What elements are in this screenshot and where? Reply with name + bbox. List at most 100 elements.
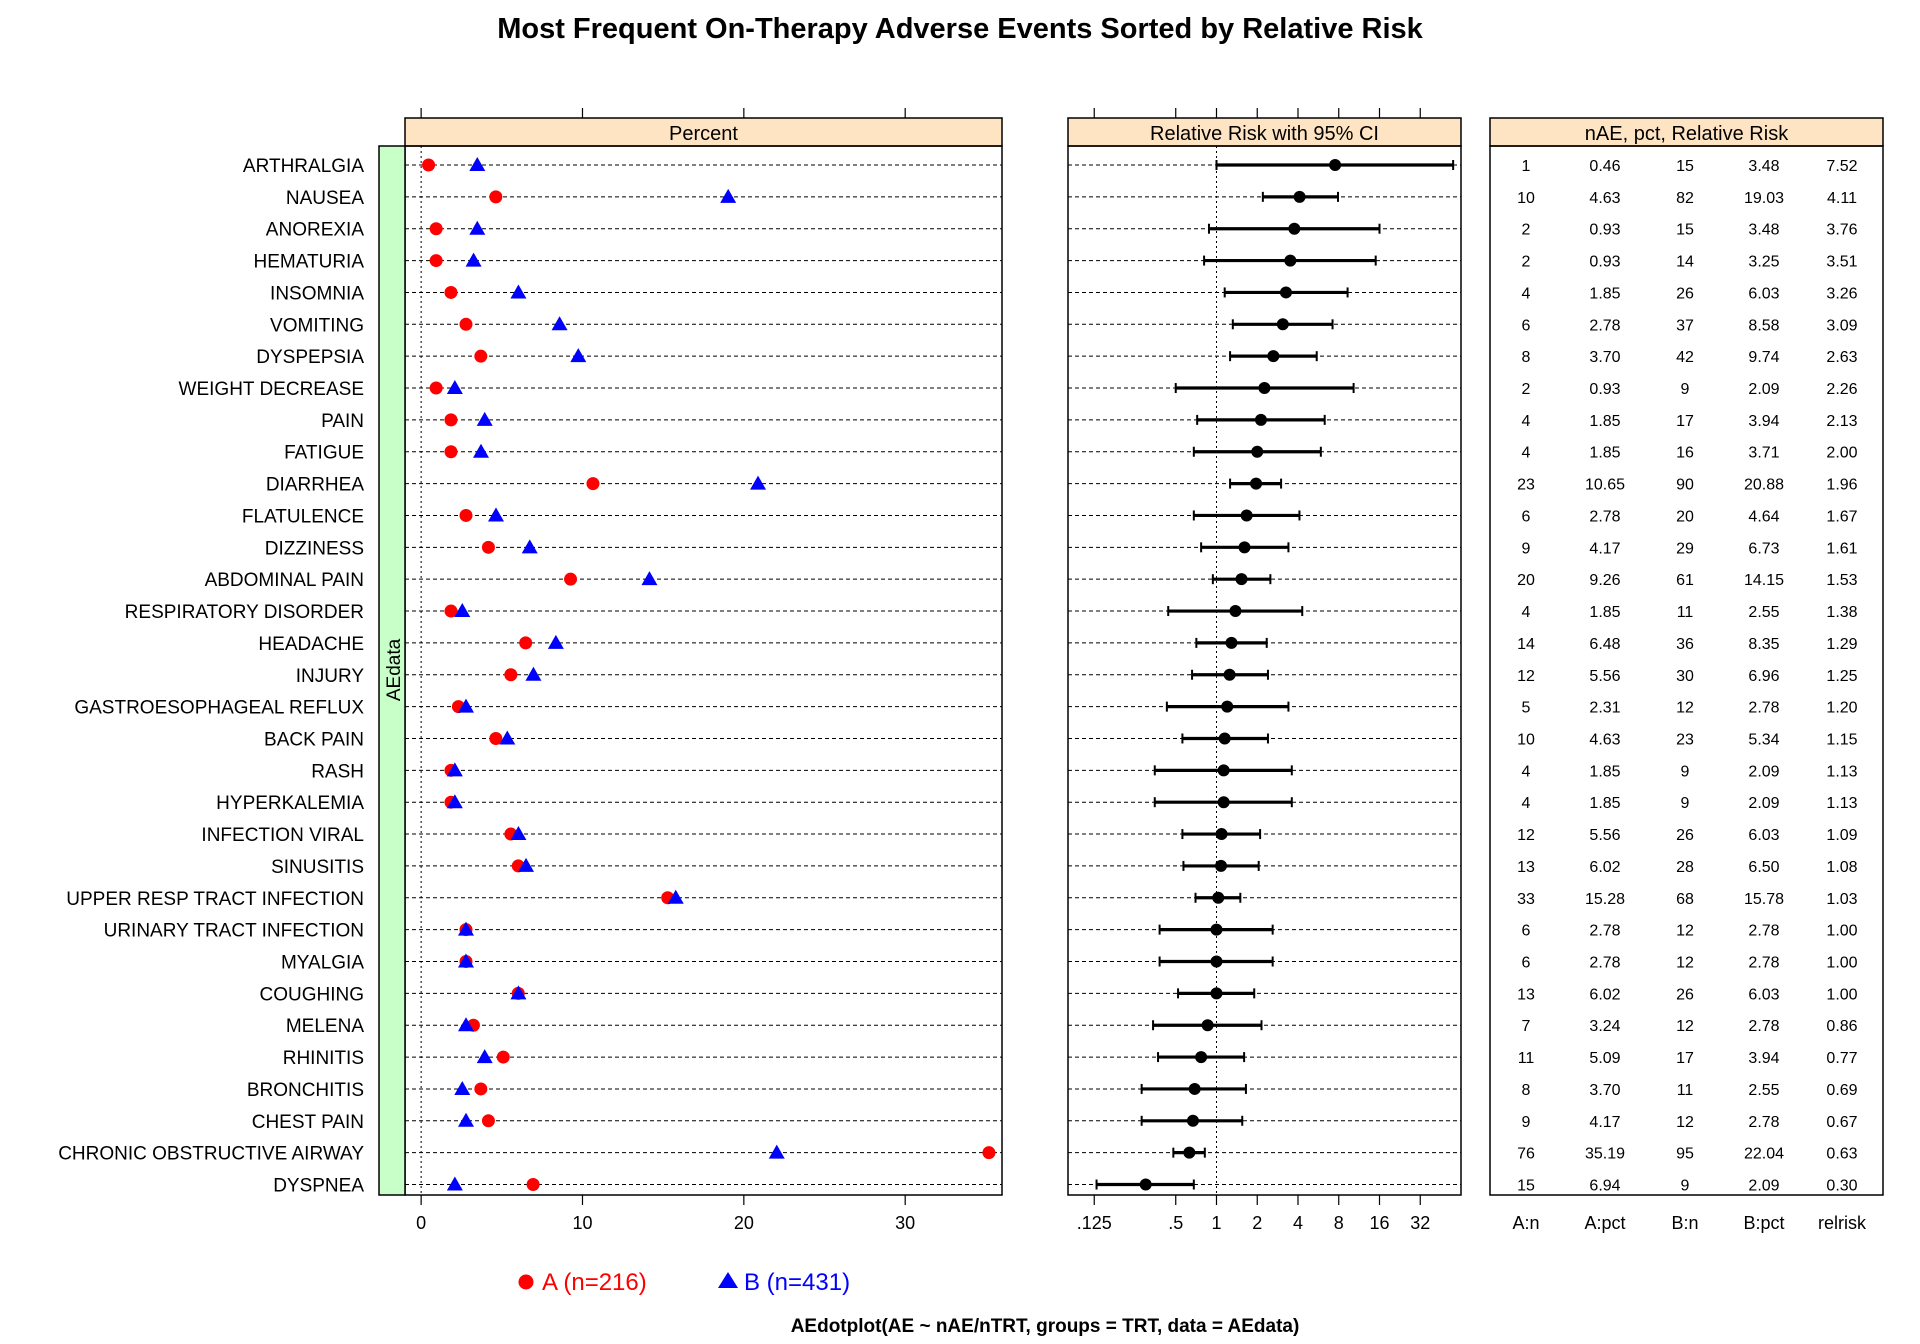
table-cell: 13	[1517, 859, 1535, 876]
rr-tick-label: 8	[1334, 1213, 1344, 1233]
relative-risk-panel: Relative Risk with 95% CI .125 .5 1 2 4 8 16 32	[1067, 108, 1462, 1233]
table-cell: 26	[1676, 827, 1694, 844]
table-cell: 4	[1522, 285, 1531, 302]
table-cell: 1.13	[1826, 763, 1857, 780]
table-cell: 14	[1676, 254, 1694, 271]
rr-tick-label: 2	[1252, 1213, 1262, 1233]
marker-b-triangle	[510, 826, 527, 841]
rr-point	[1276, 318, 1289, 331]
table-cell: 1.85	[1589, 413, 1620, 430]
table-cell: 2.78	[1589, 508, 1620, 525]
ae-label: CHEST PAIN	[252, 1112, 364, 1133]
rr-point	[1195, 1051, 1208, 1064]
legend: A (n=216) B (n=431)	[518, 1269, 850, 1296]
table-cell: 2.31	[1589, 700, 1620, 717]
marker-a-circle	[496, 1050, 510, 1064]
table-cell: 0.77	[1826, 1050, 1857, 1067]
marker-b-triangle	[465, 252, 482, 267]
table-cell: 5	[1522, 700, 1531, 717]
table-cell: 6	[1522, 923, 1531, 940]
table-cell: 2.09	[1748, 381, 1779, 398]
marker-a-circle	[586, 477, 600, 491]
table-cell: 3.70	[1589, 349, 1620, 366]
marker-a-circle	[444, 413, 458, 427]
table-cell: 3.48	[1748, 158, 1779, 175]
table-cell: 6.03	[1748, 986, 1779, 1003]
rr-point	[1139, 1178, 1152, 1191]
marker-b-triangle	[457, 953, 474, 968]
table-cell: 0.93	[1589, 222, 1620, 239]
table-cell: 7	[1522, 1018, 1531, 1035]
table-cell: 3.70	[1589, 1082, 1620, 1099]
table-panel-frame	[1489, 145, 1884, 1196]
percent-tick-label: 0	[416, 1213, 426, 1233]
table-cell: 1.85	[1589, 795, 1620, 812]
marker-a-circle	[474, 349, 488, 363]
percent-panel-header	[404, 117, 1003, 147]
ae-label: SINUSITIS	[271, 857, 364, 878]
table-cell: 4.64	[1748, 508, 1779, 525]
table-cell: 90	[1676, 477, 1694, 494]
rr-tick-label: 4	[1293, 1213, 1303, 1233]
ae-label: NAUSEA	[286, 188, 364, 209]
ae-label: WEIGHT DECREASE	[179, 379, 364, 400]
table-cell: 12	[1676, 923, 1694, 940]
rr-point	[1201, 1019, 1214, 1032]
rr-point	[1217, 764, 1230, 777]
percent-panel: Percent 0 10 20 30	[404, 108, 1003, 1233]
rr-point	[1288, 222, 1301, 235]
marker-b-triangle	[510, 985, 527, 1000]
table-cell: 2.26	[1826, 381, 1857, 398]
table-cell: 3.26	[1826, 285, 1857, 302]
table-cell: 4.17	[1589, 540, 1620, 557]
marker-b-triangle	[488, 507, 505, 522]
table-cell: 6.03	[1748, 827, 1779, 844]
marker-b-triangle	[768, 1144, 785, 1159]
marker-b-triangle	[446, 1176, 463, 1191]
table-cell: 15.28	[1585, 891, 1625, 908]
table-cell: 95	[1676, 1146, 1694, 1163]
rr-point	[1186, 1114, 1199, 1127]
rr-panel-header	[1067, 117, 1462, 147]
table-cell: 1.85	[1589, 445, 1620, 462]
table-cell: 6.94	[1589, 1178, 1620, 1195]
ae-label: DIZZINESS	[265, 538, 364, 559]
table-cell: 4	[1522, 604, 1531, 621]
table-cell: 35.19	[1585, 1146, 1625, 1163]
ae-label: BRONCHITIS	[247, 1080, 364, 1101]
table-column-label: A:n	[1512, 1213, 1539, 1233]
table-cell: 2.09	[1748, 795, 1779, 812]
marker-b-triangle	[457, 1017, 474, 1032]
ae-label: UPPER RESP TRACT INFECTION	[66, 889, 364, 910]
ae-label: MELENA	[286, 1016, 364, 1037]
ae-label: GASTROESOPHAGEAL REFLUX	[74, 698, 364, 719]
ae-label: INSOMNIA	[270, 283, 364, 304]
ae-label: MYALGIA	[281, 953, 364, 974]
table-cell: 1.85	[1589, 285, 1620, 302]
table-cell: 1.20	[1826, 700, 1857, 717]
table-cell: 12	[1676, 1018, 1694, 1035]
marker-b-triangle	[457, 921, 474, 936]
rr-point	[1267, 350, 1280, 363]
table-cell: 0.46	[1589, 158, 1620, 175]
table-cell: 13	[1517, 986, 1535, 1003]
table-cell: 11	[1677, 604, 1694, 621]
table-cell: 1.85	[1589, 604, 1620, 621]
table-cell: 1.38	[1826, 604, 1857, 621]
table-cell: 1.67	[1826, 508, 1857, 525]
table-cell: 4	[1522, 445, 1531, 462]
rr-point	[1183, 1146, 1196, 1159]
table-cell: 29	[1676, 540, 1694, 557]
marker-a-circle	[519, 636, 533, 650]
table-cell: 20.88	[1744, 477, 1784, 494]
table-cell: 2.55	[1748, 604, 1779, 621]
table-cell: 17	[1676, 413, 1694, 430]
table-cell: 3.51	[1826, 254, 1857, 271]
table-cell: 10	[1517, 731, 1535, 748]
table-cell: 9	[1681, 381, 1690, 398]
marker-b-triangle	[750, 475, 767, 490]
rr-point	[1238, 541, 1251, 554]
table-cell: 12	[1676, 1114, 1694, 1131]
rr-panel-header-title: Relative Risk with 95% CI	[1150, 123, 1379, 145]
